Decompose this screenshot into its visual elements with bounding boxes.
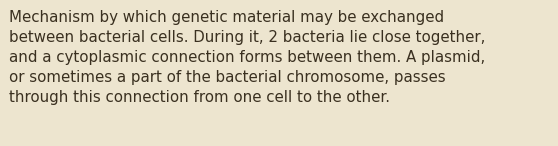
Text: Mechanism by which genetic material may be exchanged
between bacterial cells. Du: Mechanism by which genetic material may …	[9, 10, 485, 105]
